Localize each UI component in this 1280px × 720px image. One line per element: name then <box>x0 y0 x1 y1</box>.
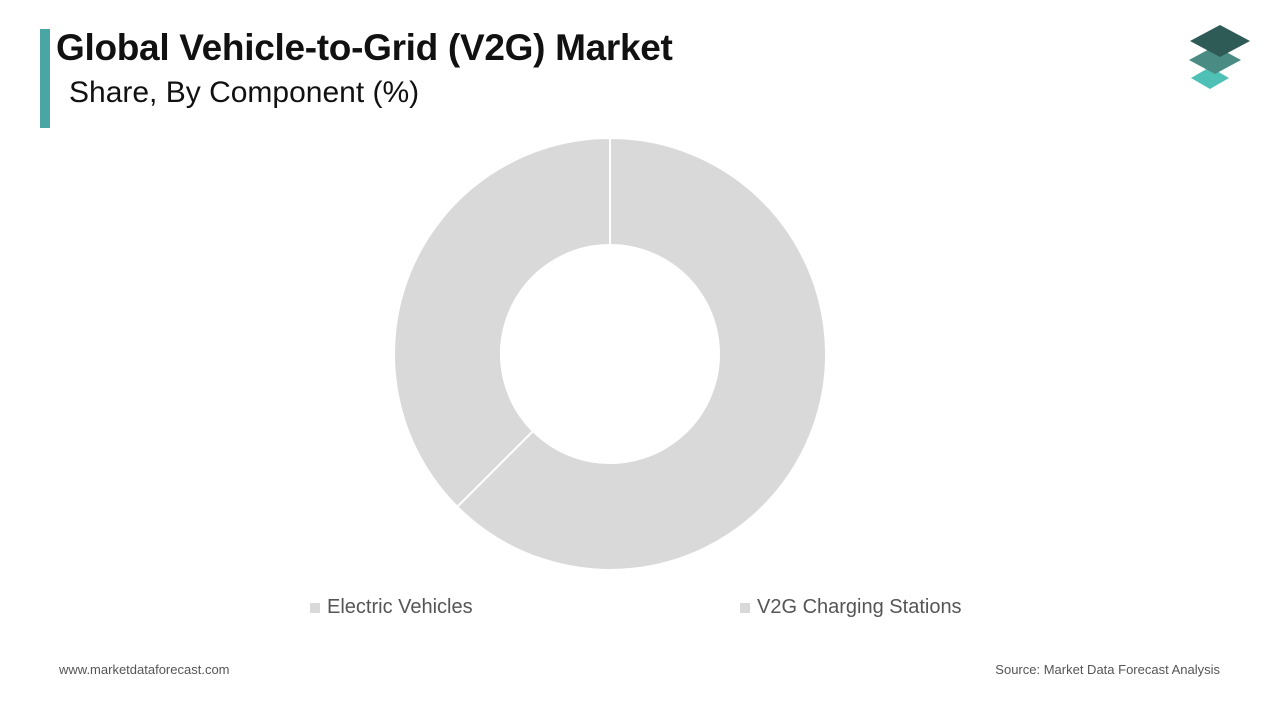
logo-layer-top <box>1190 25 1250 57</box>
chart-title: Global Vehicle-to-Grid (V2G) Market <box>56 27 673 68</box>
logo-layer-middle <box>1189 46 1241 74</box>
slice-v2g-charging-stations <box>393 136 611 509</box>
logo-layer-bottom <box>1191 67 1229 89</box>
title-accent-bar <box>40 29 50 128</box>
legend-swatch <box>740 602 750 613</box>
legend-swatch <box>310 602 320 613</box>
donut-chart <box>393 136 827 571</box>
chart-legend: Electric Vehicles V2G Charging Stations <box>0 596 1280 624</box>
legend-item: Electric Vehicles <box>310 596 473 619</box>
slice-electric-vehicles <box>455 136 827 571</box>
legend-label: V2G Charging Stations <box>757 596 962 618</box>
source-note: Source: Market Data Forecast Analysis <box>995 662 1220 677</box>
stacked-layers-icon <box>1189 25 1250 89</box>
legend-label: Electric Vehicles <box>327 596 473 618</box>
legend-item: V2G Charging Stations <box>740 596 962 619</box>
website-url: www.marketdataforecast.com <box>59 662 230 677</box>
chart-subtitle: Share, By Component (%) <box>69 76 420 109</box>
